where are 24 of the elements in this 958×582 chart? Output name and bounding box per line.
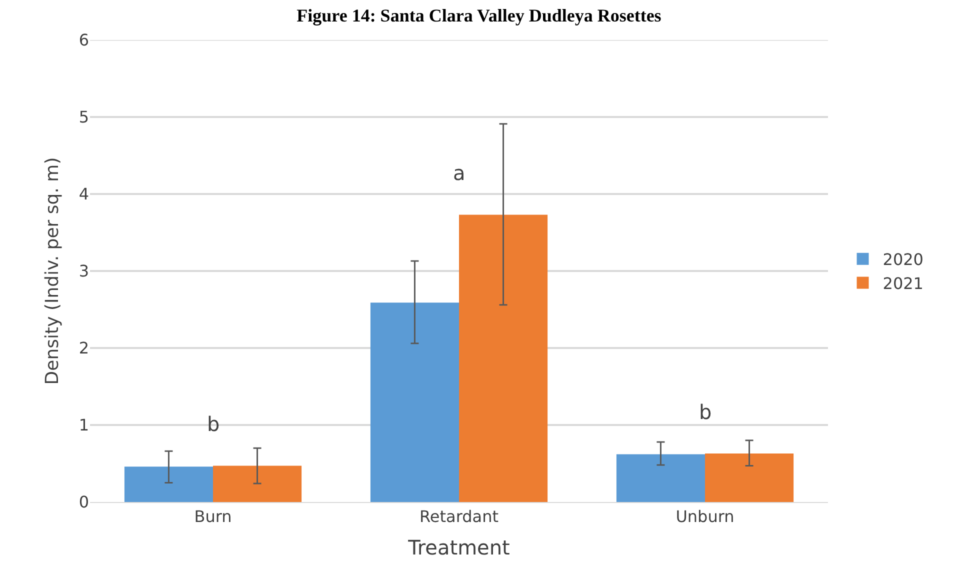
y-tick-label: 6 bbox=[78, 30, 89, 50]
y-axis-title: Density (Indiv. per sq. m) bbox=[42, 157, 64, 385]
x-tick-label: Retardant bbox=[420, 507, 498, 526]
bar bbox=[370, 302, 459, 502]
bar bbox=[124, 466, 213, 502]
bar bbox=[459, 214, 548, 502]
bar bbox=[705, 453, 794, 502]
y-tick-label: 1 bbox=[78, 416, 89, 435]
legend-label: 2020 bbox=[882, 250, 924, 270]
bar bbox=[616, 454, 705, 502]
x-axis-title: Treatment bbox=[407, 536, 510, 560]
y-tick-label: 4 bbox=[78, 184, 89, 204]
y-tick-label: 3 bbox=[78, 262, 89, 281]
y-tick-label: 0 bbox=[78, 492, 89, 512]
x-tick-label: Burn bbox=[194, 507, 232, 526]
legend-label: 2021 bbox=[882, 274, 924, 293]
annotation: b bbox=[699, 400, 712, 424]
chart-title: Figure 14: Santa Clara Valley Dudleya Rosettes bbox=[296, 5, 662, 26]
annotation: a bbox=[453, 161, 466, 185]
annotation: b bbox=[207, 412, 220, 436]
x-tick-label: Unburn bbox=[676, 507, 734, 526]
y-tick-label: 5 bbox=[78, 108, 89, 127]
y-tick-label: 2 bbox=[78, 338, 89, 358]
bar bbox=[213, 466, 302, 502]
